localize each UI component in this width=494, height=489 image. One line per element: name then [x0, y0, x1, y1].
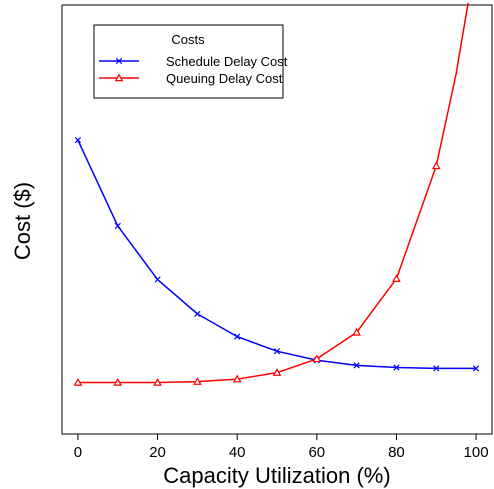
- legend-schedule-delay-label: Schedule Delay Cost: [166, 54, 288, 69]
- schedule-delay-line: [77, 139, 477, 370]
- x-tick-label-0: 0: [74, 444, 82, 461]
- x-tick-label-20: 20: [149, 444, 166, 461]
- queuing-delay-point-3: [193, 377, 202, 385]
- x-axis: 0 20 40 60 80 100: [74, 434, 489, 461]
- x-tick-label-100: 100: [464, 444, 489, 461]
- schedule-delay-point-5-b: [273, 348, 281, 355]
- schedule-delay-point-2-b: [154, 276, 161, 283]
- legend-queuing-delay-label: Queuing Delay Cost: [166, 71, 283, 86]
- queuing-delay-series: [73, 2, 469, 386]
- queuing-delay-point-5: [272, 368, 282, 376]
- y-axis-title: Cost ($): [10, 182, 35, 260]
- legend-schedule-delay-item: Schedule Delay Cost: [99, 54, 288, 69]
- plot-frame: [61, 4, 493, 435]
- schedule-delay-point-4-b: [234, 333, 241, 340]
- queuing-delay-point-1: [113, 377, 123, 386]
- schedule-delay-point-8-b: [393, 364, 400, 371]
- queuing-delay-point-9: [431, 161, 441, 170]
- legend-queuing-delay-item: Queuing Delay Cost: [99, 71, 283, 86]
- schedule-delay-point-0-b: [74, 137, 82, 144]
- x-axis-title: Capacity Utilization (%): [163, 463, 390, 488]
- queuing-delay-point-8: [392, 274, 401, 282]
- schedule-delay-point-7-b: [353, 362, 360, 369]
- queuing-delay-point-2: [153, 377, 162, 386]
- queuing-delay-point-4: [232, 374, 242, 383]
- series-layer: [73, 2, 480, 386]
- legend-items: Schedule Delay Cost Queuing Delay Cost: [99, 54, 288, 86]
- legend-queuing-delay-swatch-marker: [114, 73, 124, 82]
- queuing-delay-point-6: [312, 354, 322, 363]
- legend: Costs Schedule Delay Cost Queuing Delay C…: [93, 24, 288, 99]
- schedule-delay-point-1-b: [114, 222, 121, 230]
- x-tick-label-80: 80: [388, 444, 405, 461]
- queuing-delay-point-0: [73, 377, 83, 386]
- x-tick-label-40: 40: [229, 444, 246, 461]
- schedule-delay-series: [74, 137, 480, 372]
- schedule-delay-point-3-b: [194, 310, 201, 318]
- legend-title: Costs: [171, 32, 205, 47]
- schedule-delay-point-10-b: [472, 365, 480, 372]
- queuing-delay-point-7: [352, 327, 361, 336]
- x-tick-label-60: 60: [308, 444, 325, 461]
- legend-schedule-delay-swatch-marker-b: [115, 57, 123, 65]
- queuing-delay-line: [77, 2, 469, 384]
- schedule-delay-point-9-b: [433, 365, 440, 372]
